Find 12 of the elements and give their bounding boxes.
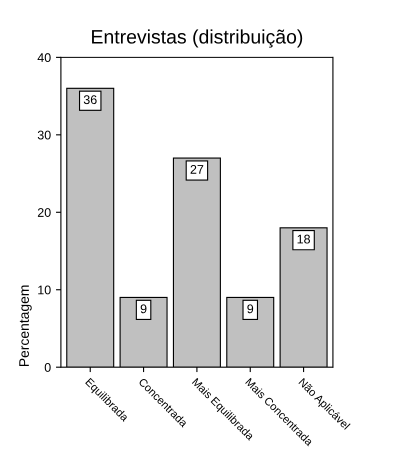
- y-axis-title: Percentagem: [19, 286, 32, 366]
- y-tick-label: 10: [38, 286, 51, 294]
- y-tick-label: 30: [38, 130, 51, 140]
- y-tick-label: 20: [38, 208, 51, 217]
- data-label: 9: [140, 304, 146, 314]
- y-tick-label: 0: [44, 363, 51, 372]
- data-label: 36: [84, 95, 97, 104]
- chart-title: Entrevistas (distribuição): [92, 29, 302, 48]
- y-tick-label: 40: [38, 53, 51, 62]
- data-label: 27: [190, 164, 204, 174]
- data-label: 9: [247, 304, 254, 314]
- data-label: 18: [298, 234, 310, 244]
